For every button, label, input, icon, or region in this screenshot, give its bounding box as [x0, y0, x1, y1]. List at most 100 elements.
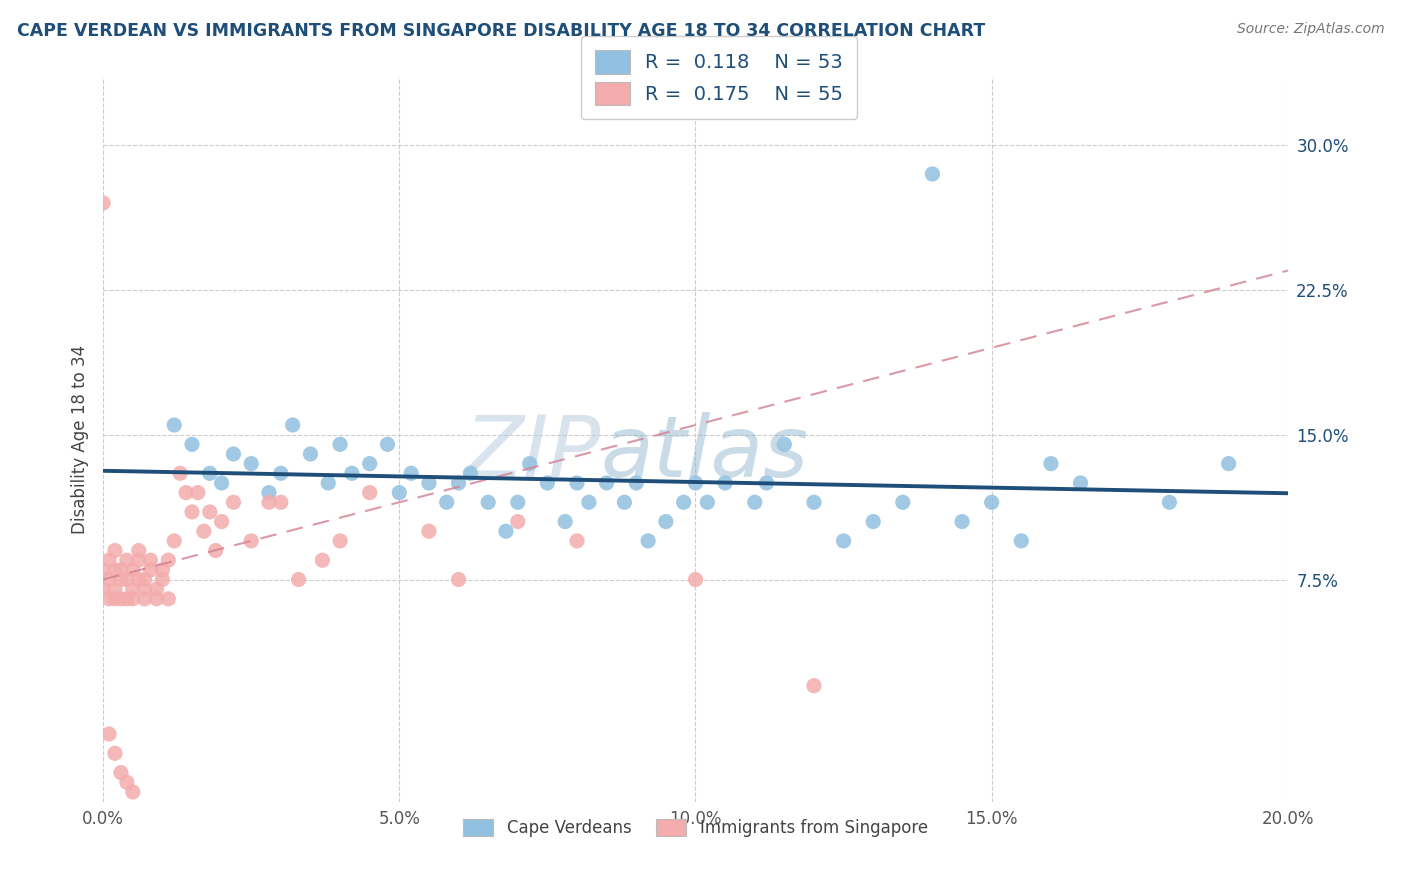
Point: [115, 573, 138, 587]
Point: [565, 475, 588, 490]
Point: [565, 533, 588, 548]
Point: [257, 495, 280, 509]
Point: [121, 785, 143, 799]
Point: [157, 553, 180, 567]
Point: [134, 582, 156, 596]
Point: [98, 727, 121, 741]
Text: ZIP: ZIP: [464, 412, 600, 495]
Point: [460, 467, 482, 481]
Point: [495, 524, 517, 539]
Point: [359, 457, 381, 471]
Point: [832, 533, 855, 548]
Point: [121, 563, 143, 577]
Point: [685, 475, 707, 490]
Point: [139, 553, 162, 567]
Text: Source: ZipAtlas.com: Source: ZipAtlas.com: [1237, 22, 1385, 37]
Point: [115, 553, 138, 567]
Point: [359, 485, 381, 500]
Point: [150, 573, 173, 587]
Point: [193, 524, 215, 539]
Y-axis label: Disability Age 18 to 34: Disability Age 18 to 34: [72, 345, 89, 534]
Point: [104, 563, 127, 577]
Point: [613, 495, 636, 509]
Point: [211, 515, 233, 529]
Point: [91, 582, 114, 596]
Point: [222, 447, 245, 461]
Point: [506, 515, 529, 529]
Point: [187, 485, 209, 500]
Point: [595, 475, 617, 490]
Point: [115, 591, 138, 606]
Point: [672, 495, 695, 509]
Point: [862, 515, 884, 529]
Point: [270, 495, 292, 509]
Point: [950, 515, 973, 529]
Point: [755, 475, 778, 490]
Point: [477, 495, 499, 509]
Point: [1039, 457, 1062, 471]
Point: [240, 457, 263, 471]
Point: [803, 679, 825, 693]
Point: [104, 591, 127, 606]
Point: [578, 495, 600, 509]
Point: [181, 437, 204, 451]
Point: [377, 437, 399, 451]
Point: [91, 563, 114, 577]
Point: [121, 591, 143, 606]
Point: [714, 475, 737, 490]
Point: [554, 515, 576, 529]
Point: [340, 467, 363, 481]
Point: [211, 475, 233, 490]
Point: [128, 573, 150, 587]
Point: [145, 582, 167, 596]
Point: [696, 495, 718, 509]
Point: [222, 495, 245, 509]
Point: [128, 543, 150, 558]
Point: [240, 533, 263, 548]
Point: [506, 495, 529, 509]
Point: [198, 505, 221, 519]
Point: [163, 533, 186, 548]
Point: [287, 573, 309, 587]
Point: [626, 475, 648, 490]
Point: [110, 563, 132, 577]
Point: [104, 582, 127, 596]
Point: [447, 573, 470, 587]
Point: [436, 495, 458, 509]
Point: [128, 553, 150, 567]
Point: [685, 573, 707, 587]
Point: [447, 475, 470, 490]
Point: [299, 447, 322, 461]
Point: [134, 573, 156, 587]
Point: [163, 417, 186, 432]
Point: [198, 467, 221, 481]
Point: [329, 437, 352, 451]
Point: [418, 475, 440, 490]
Point: [519, 457, 541, 471]
Point: [110, 573, 132, 587]
Point: [110, 765, 132, 780]
Point: [655, 515, 678, 529]
Point: [257, 485, 280, 500]
Point: [181, 505, 204, 519]
Point: [104, 543, 127, 558]
Point: [121, 582, 143, 596]
Point: [1159, 495, 1181, 509]
Point: [311, 553, 333, 567]
Point: [316, 475, 339, 490]
Point: [98, 591, 121, 606]
Point: [921, 167, 943, 181]
Legend: Cape Verdeans, Immigrants from Singapore: Cape Verdeans, Immigrants from Singapore: [457, 813, 935, 844]
Point: [270, 467, 292, 481]
Point: [329, 533, 352, 548]
Point: [637, 533, 659, 548]
Point: [91, 196, 114, 211]
Point: [98, 553, 121, 567]
Point: [1218, 457, 1240, 471]
Point: [204, 543, 226, 558]
Point: [773, 437, 796, 451]
Point: [1070, 475, 1092, 490]
Point: [104, 747, 127, 761]
Point: [399, 467, 422, 481]
Point: [139, 563, 162, 577]
